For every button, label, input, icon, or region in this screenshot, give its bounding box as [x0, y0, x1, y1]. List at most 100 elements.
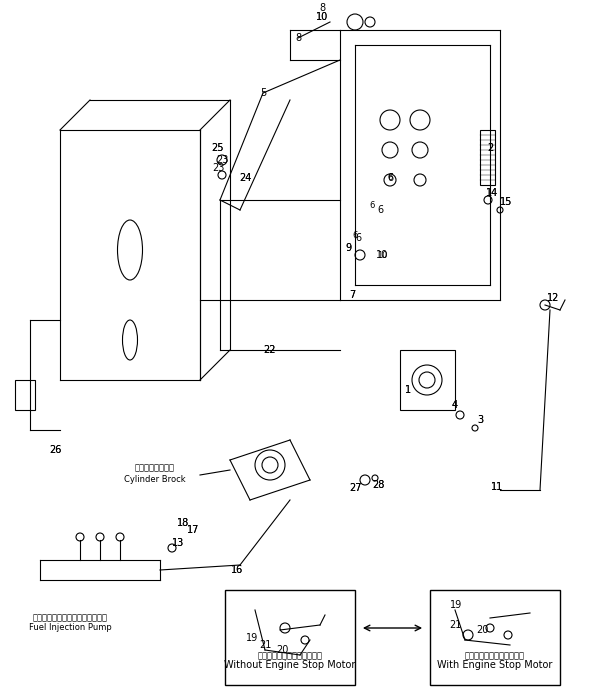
Text: 7: 7 — [349, 290, 355, 300]
Circle shape — [365, 17, 375, 27]
Text: 16: 16 — [231, 565, 243, 575]
Text: 11: 11 — [491, 482, 503, 492]
Text: 27: 27 — [350, 483, 362, 493]
Text: 6: 6 — [377, 205, 383, 215]
Text: 24: 24 — [239, 173, 251, 183]
Text: 1: 1 — [405, 385, 411, 395]
Text: 19: 19 — [450, 600, 462, 610]
Circle shape — [217, 155, 227, 165]
Text: 23: 23 — [216, 155, 228, 165]
Text: 7: 7 — [349, 290, 355, 300]
Text: 11: 11 — [491, 482, 503, 492]
Text: シリンダブロック: シリンダブロック — [135, 464, 175, 473]
Text: 14: 14 — [486, 188, 498, 198]
Circle shape — [504, 631, 512, 639]
Bar — [480, 130, 495, 185]
Text: 28: 28 — [372, 480, 384, 490]
Circle shape — [360, 475, 370, 485]
Text: 8: 8 — [319, 3, 325, 13]
Text: 25: 25 — [211, 143, 225, 153]
Circle shape — [463, 630, 473, 640]
Circle shape — [116, 533, 124, 541]
Text: 2: 2 — [487, 143, 493, 153]
Text: 27: 27 — [350, 483, 362, 493]
Text: Fuel Injection Pump: Fuel Injection Pump — [29, 624, 112, 633]
Text: 2: 2 — [487, 143, 493, 153]
Text: 23: 23 — [212, 163, 224, 173]
Text: 28: 28 — [372, 480, 384, 490]
Text: 9: 9 — [345, 243, 351, 253]
Circle shape — [484, 196, 492, 204]
Text: 4: 4 — [452, 400, 458, 410]
Text: 6: 6 — [355, 233, 361, 243]
Text: 19: 19 — [246, 633, 258, 643]
Circle shape — [76, 533, 84, 541]
Text: 22: 22 — [264, 345, 276, 355]
Text: 15: 15 — [500, 197, 512, 207]
Text: 15: 15 — [500, 197, 512, 207]
Text: 3: 3 — [477, 415, 483, 425]
Text: 5: 5 — [260, 88, 266, 98]
Circle shape — [168, 544, 176, 552]
Circle shape — [412, 365, 442, 395]
Circle shape — [414, 174, 426, 186]
Text: Without Engine Stop Motor: Without Engine Stop Motor — [225, 660, 356, 670]
Text: 3: 3 — [477, 415, 483, 425]
Circle shape — [255, 450, 285, 480]
Text: 6: 6 — [387, 173, 393, 182]
Circle shape — [410, 110, 430, 130]
Circle shape — [262, 457, 278, 473]
Text: 6: 6 — [387, 173, 393, 183]
Text: 16: 16 — [231, 565, 243, 575]
Circle shape — [280, 623, 290, 633]
Circle shape — [372, 475, 378, 481]
Circle shape — [380, 110, 400, 130]
Text: 13: 13 — [172, 538, 184, 548]
Text: 13: 13 — [172, 538, 184, 548]
Text: 6: 6 — [352, 230, 358, 239]
Text: 17: 17 — [187, 525, 199, 535]
Text: 4: 4 — [452, 400, 458, 410]
Text: 21: 21 — [259, 640, 271, 650]
Text: 12: 12 — [547, 293, 559, 303]
Circle shape — [419, 372, 435, 388]
Text: 1: 1 — [405, 385, 411, 395]
Circle shape — [486, 624, 494, 632]
Text: 21: 21 — [449, 620, 461, 630]
Circle shape — [382, 142, 398, 158]
Circle shape — [497, 207, 503, 213]
Text: 26: 26 — [49, 445, 61, 455]
Circle shape — [355, 250, 365, 260]
Text: With Engine Stop Motor: With Engine Stop Motor — [437, 660, 552, 670]
Circle shape — [540, 300, 550, 310]
Text: 6: 6 — [369, 200, 375, 209]
Bar — [225, 590, 355, 685]
Circle shape — [472, 425, 478, 431]
Text: 10: 10 — [376, 250, 388, 260]
Circle shape — [301, 636, 309, 644]
Circle shape — [96, 533, 104, 541]
Text: エンジンストップモータ付: エンジンストップモータ付 — [465, 651, 525, 661]
Text: 25: 25 — [211, 143, 225, 153]
Text: 20: 20 — [276, 645, 288, 655]
Circle shape — [384, 174, 396, 186]
Text: 26: 26 — [49, 445, 61, 455]
Text: 9: 9 — [345, 243, 351, 253]
Text: 10: 10 — [316, 12, 328, 22]
Circle shape — [412, 142, 428, 158]
Text: 10: 10 — [377, 251, 387, 260]
Circle shape — [456, 411, 464, 419]
Circle shape — [347, 14, 363, 30]
Text: 20: 20 — [476, 625, 488, 635]
Text: Cylinder Brock: Cylinder Brock — [124, 475, 186, 484]
Bar — [15, 380, 35, 410]
Text: 14: 14 — [486, 188, 498, 198]
Text: 18: 18 — [177, 518, 189, 528]
Text: 8: 8 — [295, 33, 301, 43]
Circle shape — [218, 171, 226, 179]
Text: 22: 22 — [264, 345, 276, 355]
Text: 17: 17 — [187, 525, 199, 535]
Bar — [400, 350, 455, 410]
Text: フェエルインジェクションポンプ: フェエルインジェクションポンプ — [33, 613, 108, 622]
Bar — [430, 590, 560, 685]
